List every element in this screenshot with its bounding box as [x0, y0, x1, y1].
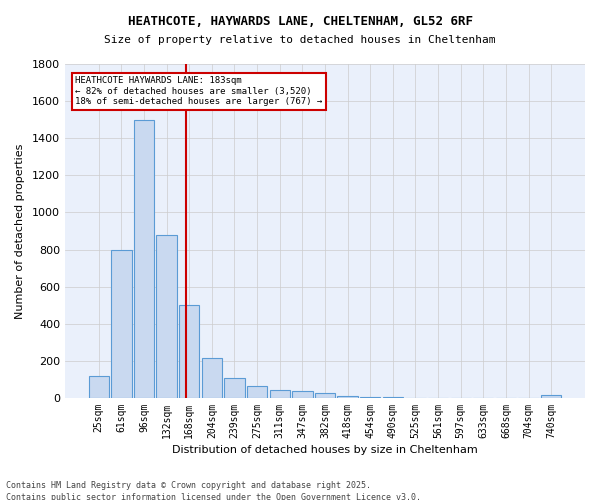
- Bar: [360, 397, 380, 398]
- Bar: [179, 305, 199, 398]
- Bar: [315, 394, 335, 398]
- Text: Contains public sector information licensed under the Open Government Licence v3: Contains public sector information licen…: [6, 494, 421, 500]
- Bar: [157, 234, 177, 398]
- Bar: [541, 395, 562, 398]
- Bar: [269, 390, 290, 398]
- Text: Size of property relative to detached houses in Cheltenham: Size of property relative to detached ho…: [104, 35, 496, 45]
- Bar: [224, 378, 245, 398]
- Text: Contains HM Land Registry data © Crown copyright and database right 2025.: Contains HM Land Registry data © Crown c…: [6, 481, 371, 490]
- Bar: [202, 358, 222, 398]
- Bar: [337, 396, 358, 398]
- Y-axis label: Number of detached properties: Number of detached properties: [15, 144, 25, 318]
- Bar: [292, 392, 313, 398]
- Bar: [89, 376, 109, 398]
- Bar: [134, 120, 154, 398]
- Text: HEATHCOTE HAYWARDS LANE: 183sqm
← 82% of detached houses are smaller (3,520)
18%: HEATHCOTE HAYWARDS LANE: 183sqm ← 82% of…: [76, 76, 323, 106]
- X-axis label: Distribution of detached houses by size in Cheltenham: Distribution of detached houses by size …: [172, 445, 478, 455]
- Bar: [111, 250, 131, 398]
- Bar: [247, 386, 267, 398]
- Text: HEATHCOTE, HAYWARDS LANE, CHELTENHAM, GL52 6RF: HEATHCOTE, HAYWARDS LANE, CHELTENHAM, GL…: [128, 15, 473, 28]
